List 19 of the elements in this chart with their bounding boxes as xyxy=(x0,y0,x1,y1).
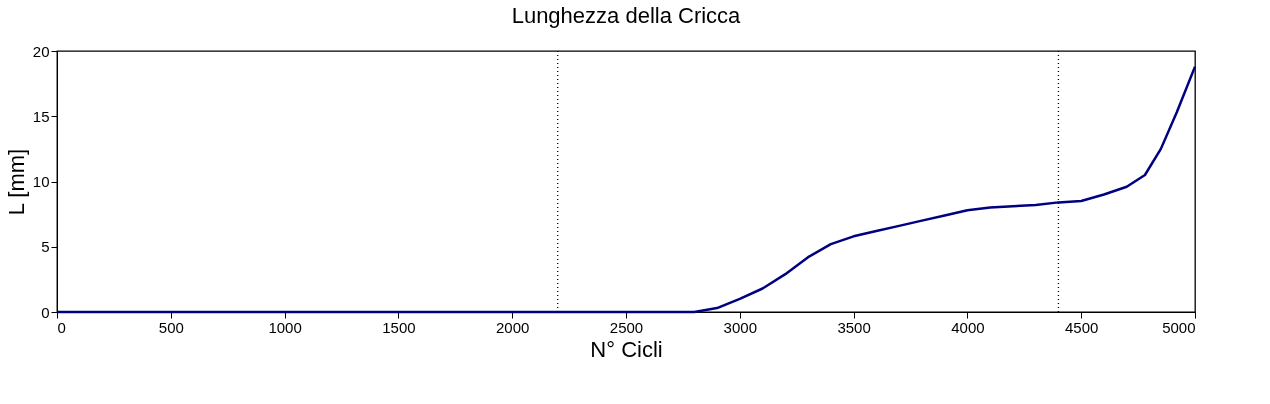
x-tick-label: 4500 xyxy=(1065,318,1099,336)
x-tick-label: 0 xyxy=(57,318,66,336)
x-tick-label: 1500 xyxy=(382,318,416,336)
x-tick-label: 4000 xyxy=(951,318,985,336)
y-axis-title: L [mm] xyxy=(3,148,29,216)
x-tick-label: 3500 xyxy=(837,318,871,336)
chart-title: Lunghezza della Cricca xyxy=(511,3,742,28)
y-tick-label: 10 xyxy=(32,173,50,190)
y-tick-label: 20 xyxy=(32,42,50,60)
x-tick-label: 5000 xyxy=(1162,318,1196,336)
y-tick-label: 5 xyxy=(41,238,50,256)
x-tick-label: 3000 xyxy=(723,318,757,336)
x-tick-label: 500 xyxy=(158,318,184,336)
x-tick-label: 2000 xyxy=(496,318,530,336)
y-tick-label: 15 xyxy=(32,107,50,125)
x-tick-label: 2500 xyxy=(609,318,644,336)
y-tick-label: 0 xyxy=(41,303,50,321)
x-tick-label: 1000 xyxy=(268,318,302,336)
x-axis-title: N° Cicli xyxy=(590,336,663,362)
